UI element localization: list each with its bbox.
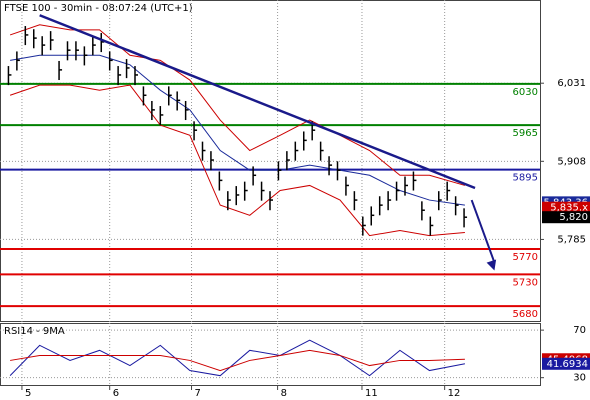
trendline: [39, 14, 476, 190]
value-box: [542, 211, 590, 224]
y-tick-label: 5,908: [557, 156, 586, 167]
value-label: 41.6934: [547, 359, 588, 370]
value-box: [542, 357, 590, 370]
value-box: [542, 201, 590, 214]
x-tick-label: 8: [281, 388, 287, 399]
rsi-title: RSI14 - 9MA: [4, 326, 65, 337]
arrow: [470, 199, 496, 263]
rsi-line: [10, 349, 465, 372]
level-label: 5895: [513, 173, 538, 184]
x-tick-label: 11: [365, 388, 378, 399]
x-tick-label: 12: [448, 388, 461, 399]
arrow-head: [486, 259, 497, 271]
level-label: 5965: [513, 128, 538, 139]
y-tick-label: 30: [573, 373, 586, 384]
y-tick-label: 70: [573, 325, 586, 336]
y-tick-label: 6,031: [557, 78, 586, 89]
level-label: 6030: [513, 87, 538, 98]
y-tick-label: 5,785: [557, 234, 586, 245]
x-tick-label: 6: [113, 388, 119, 399]
level-label: 5770: [513, 252, 538, 263]
bollinger-lower: [9, 84, 465, 237]
x-tick-label: 5: [25, 388, 31, 399]
level-label: 5680: [513, 309, 538, 320]
rsi-panel: [0, 323, 541, 386]
value-label: 5,835.x: [550, 203, 588, 214]
value-label: 5,820: [559, 212, 588, 223]
x-tick-label: 7: [195, 388, 201, 399]
chart-title: FTSE 100 - 30min - 08:07:24 (UTC+1): [4, 3, 193, 14]
bollinger-upper: [9, 24, 466, 186]
level-label: 5730: [513, 277, 538, 288]
